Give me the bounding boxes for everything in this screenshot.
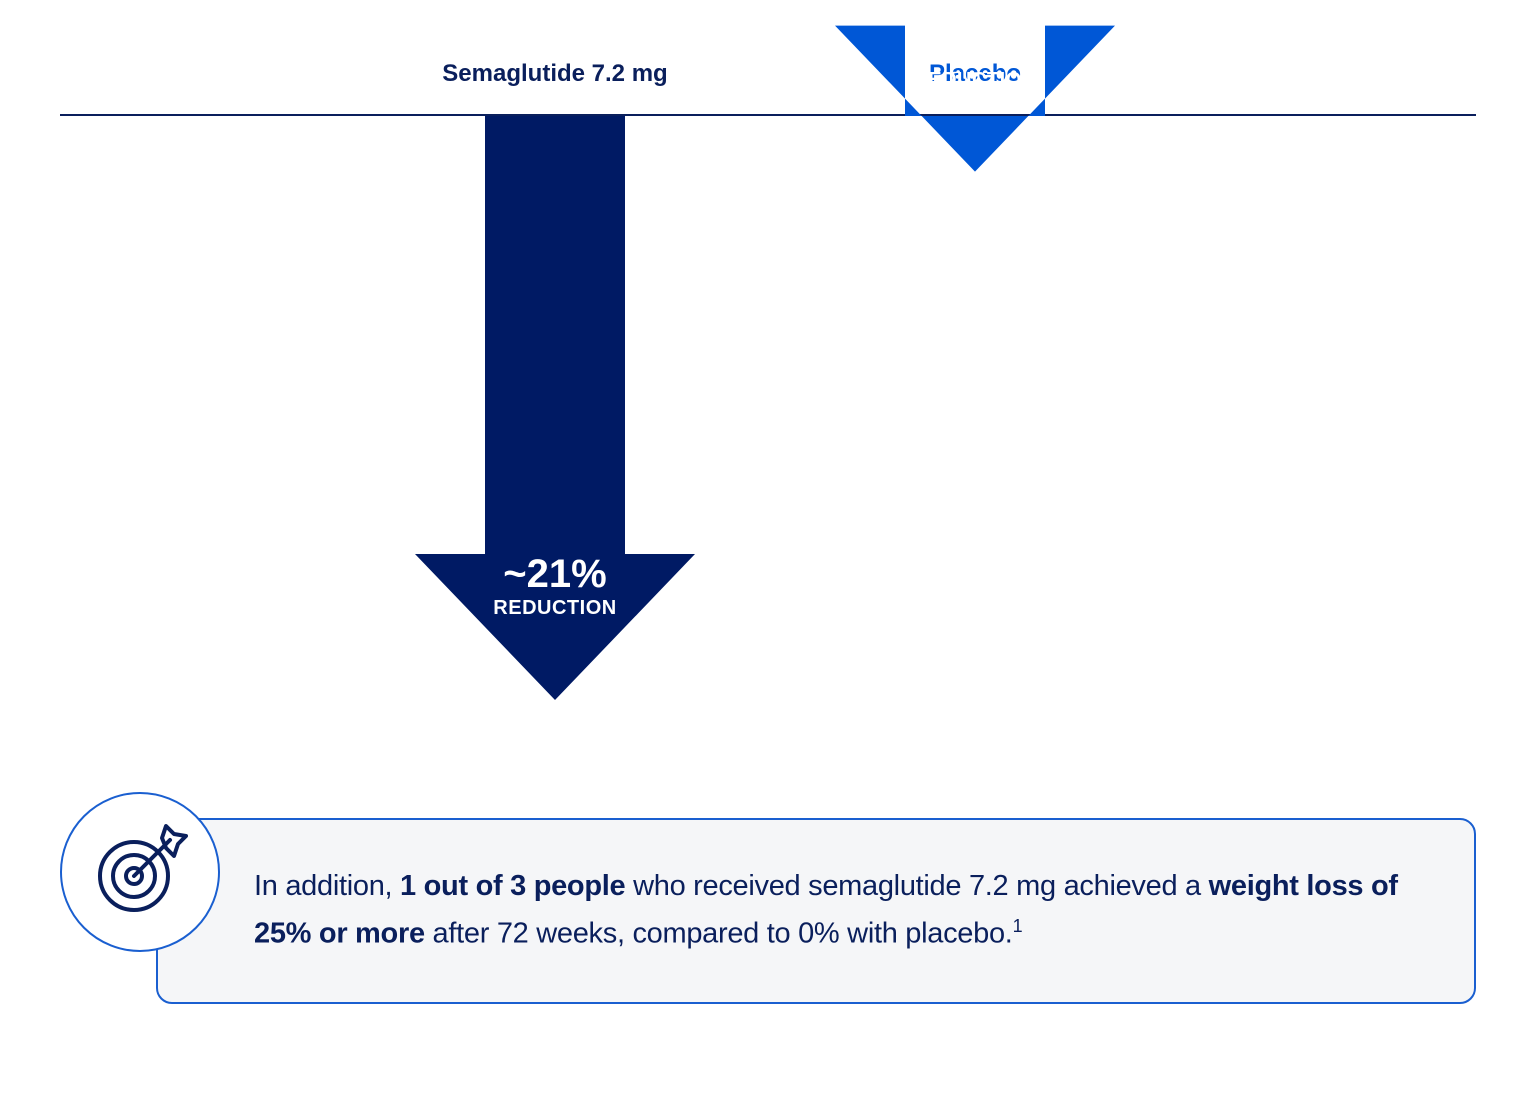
target-arrow-icon [98, 824, 188, 912]
placebo-column-label: Placebo [928, 60, 1022, 87]
target-icon-circle [60, 792, 220, 952]
semaglutide-arrow [415, 116, 695, 700]
semaglutide-value-label: ~21% [503, 552, 607, 596]
chart-baseline [60, 114, 1476, 116]
placebo-arrow-label: ~2% REDUCTION [913, 24, 1036, 92]
semaglutide-unit-label: REDUCTION [493, 597, 617, 619]
note-bold-2: weight loss of 25% or more [254, 870, 1398, 950]
note-box: In addition, 1 out of 3 people who recei… [156, 818, 1476, 1004]
note-prefix: In addition, [254, 870, 401, 902]
semaglutide-column-label: Semaglutide 7.2 mg [442, 60, 668, 87]
note-footnote: 1 [1012, 916, 1023, 936]
semaglutide-arrow-label: ~21% REDUCTION [493, 552, 616, 620]
placebo-arrow [835, 25, 1115, 172]
placebo-value-label: ~2% [934, 23, 1016, 68]
note-suffix: after 72 weeks, compared to 0% with plac… [424, 917, 1013, 950]
note-text: In addition, 1 out of 3 people who recei… [254, 866, 1404, 954]
note-bold-1: 1 out of 3 people [400, 870, 626, 902]
reduction-arrows-chart [415, 25, 1115, 700]
placebo-unit-label: REDUCTION [913, 68, 1037, 91]
note-middle: who received semaglutide 7.2 mg achieved… [625, 870, 1209, 902]
